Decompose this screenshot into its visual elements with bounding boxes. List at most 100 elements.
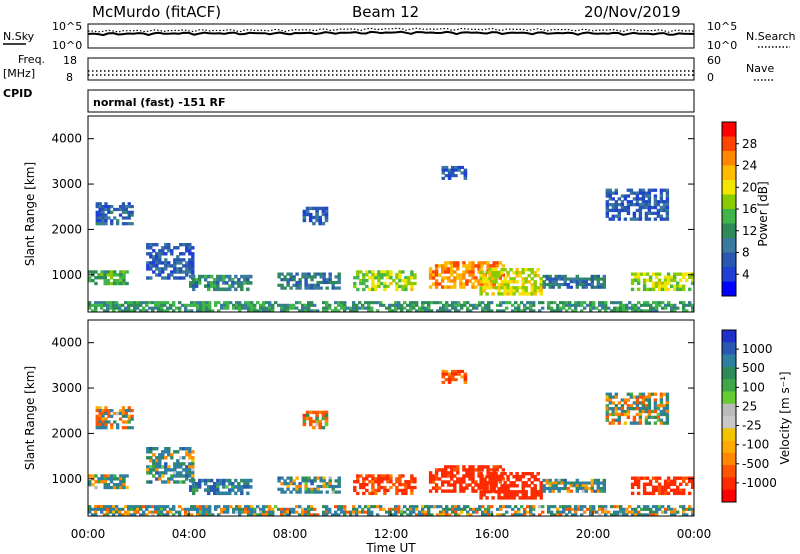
heatmap-cell <box>173 261 177 265</box>
heatmap-cell <box>367 510 371 514</box>
heatmap-cell <box>404 491 408 496</box>
heatmap-cell <box>205 513 209 517</box>
heatmap-cell <box>415 301 419 305</box>
heatmap-cell <box>155 255 159 259</box>
heatmap-cell <box>104 409 108 413</box>
heatmap-cell <box>635 395 640 399</box>
heatmap-cell <box>170 453 174 457</box>
heatmap-cell <box>530 283 534 287</box>
heatmap-cell <box>250 513 254 517</box>
heatmap-cell <box>146 468 150 472</box>
heatmap-cell <box>190 505 194 509</box>
heatmap-cell <box>268 303 272 307</box>
heatmap-cell <box>479 490 483 494</box>
heatmap-cell <box>152 447 156 451</box>
heatmap-cell <box>349 510 353 514</box>
heatmap-cell <box>179 471 183 475</box>
heatmap-cell <box>337 490 341 494</box>
heatmap-cell <box>198 482 202 486</box>
heatmap-cell <box>88 276 92 280</box>
heatmap-cell <box>444 465 448 469</box>
heatmap-cell <box>158 261 162 265</box>
heatmap-cell <box>374 477 378 481</box>
heatmap-cell <box>663 485 668 489</box>
heatmap-cell <box>626 188 631 192</box>
heatmap-cell <box>457 505 461 509</box>
heatmap-cell <box>213 491 217 496</box>
heatmap-cell <box>554 283 558 287</box>
heatmap-cell <box>334 505 338 509</box>
heatmap-cell <box>198 485 202 489</box>
heatmap-cell <box>511 309 515 313</box>
heatmap-cell <box>149 468 153 472</box>
heatmap-cell <box>152 255 156 259</box>
heatmap-cell <box>151 309 155 313</box>
heatmap-cell <box>562 303 566 307</box>
heatmap-cell <box>636 476 641 480</box>
heatmap-cell <box>307 507 311 511</box>
heatmap-cell <box>155 447 159 451</box>
heatmap-cell <box>548 487 552 491</box>
heatmap-cell <box>562 507 566 511</box>
heatmap-cell <box>185 474 189 478</box>
heatmap-cell <box>124 216 128 220</box>
heatmap-cell <box>386 284 390 289</box>
heatmap-cell <box>454 168 458 172</box>
heatmap-cell <box>480 468 484 472</box>
heatmap-cell <box>629 200 634 204</box>
heatmap-cell <box>210 478 214 483</box>
heatmap-cell <box>635 203 640 207</box>
heatmap-cell <box>521 268 525 272</box>
heatmap-cell <box>444 285 448 289</box>
heatmap-cell <box>158 459 162 463</box>
heatmap-cell <box>343 309 347 313</box>
heatmap-cell <box>199 513 203 517</box>
heatmap-cell <box>477 261 481 265</box>
heatmap-cell <box>659 194 664 198</box>
heatmap-cell <box>139 513 143 517</box>
heatmap-cell <box>295 272 299 276</box>
heatmap-cell <box>322 306 326 310</box>
heatmap-cell <box>583 301 587 305</box>
heatmap-cell <box>308 410 313 415</box>
heatmap-cell <box>201 478 205 483</box>
heatmap-cell <box>94 513 98 517</box>
heatmap-cell <box>631 303 635 307</box>
heatmap-cell <box>503 493 507 497</box>
heatmap-cell <box>465 279 469 283</box>
heatmap-cell <box>365 284 369 289</box>
heatmap-cell <box>322 280 326 285</box>
heatmap-cell <box>107 420 111 424</box>
heatmap-cell <box>521 472 525 476</box>
heatmap-cell <box>424 510 428 514</box>
heatmap-cell <box>447 279 451 283</box>
heatmap-cell <box>447 474 451 478</box>
heatmap-cell <box>454 369 458 373</box>
heatmap-cell <box>471 267 475 271</box>
heatmap-cell <box>559 513 563 517</box>
heatmap-cell <box>688 507 692 511</box>
heatmap-cell <box>673 287 677 292</box>
heatmap-cell <box>95 406 99 410</box>
heatmap-cell <box>413 477 417 481</box>
heatmap-cell <box>620 200 625 204</box>
heatmap-cell <box>648 287 653 292</box>
heatmap-cell <box>682 507 686 511</box>
heatmap-cell <box>462 474 466 478</box>
heatmap-cell <box>407 281 411 286</box>
heatmap-cell <box>250 301 254 305</box>
heatmap-cell <box>479 268 483 272</box>
heatmap-cell <box>353 284 357 289</box>
heatmap-cell <box>283 306 287 310</box>
heatmap-cell <box>620 208 625 213</box>
heatmap-cell <box>620 407 625 411</box>
heatmap-cell <box>463 375 468 379</box>
heatmap-cell <box>356 474 360 478</box>
heatmap-cell <box>322 476 326 480</box>
heatmap-cell <box>444 165 449 169</box>
heatmap-cell <box>349 513 353 517</box>
heatmap-cell <box>565 303 569 307</box>
heatmap-cell <box>158 474 162 478</box>
heatmap-cell <box>666 485 671 489</box>
heatmap-cell <box>164 267 168 271</box>
